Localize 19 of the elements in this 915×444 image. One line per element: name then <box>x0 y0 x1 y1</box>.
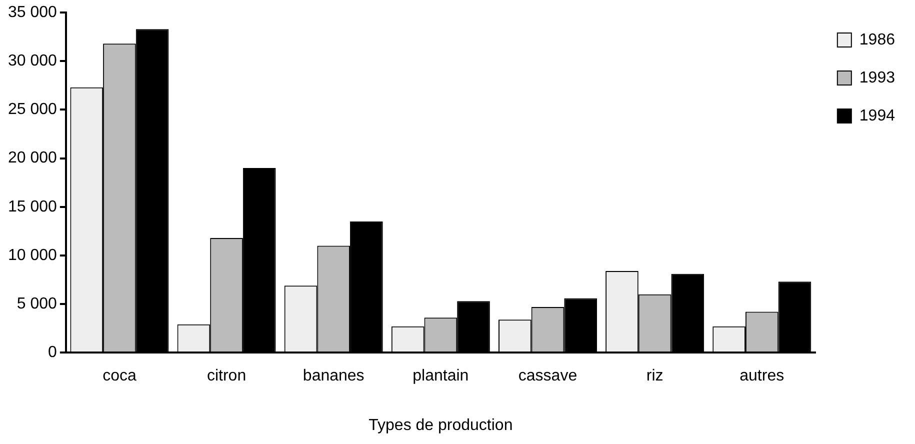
y-tick-label: 20 000 <box>8 150 58 167</box>
x-tick-label: citron <box>206 368 246 385</box>
x-tick-label: plantain <box>412 368 469 385</box>
legend-label: 1993 <box>859 69 896 86</box>
y-tick-label: 10 000 <box>8 246 58 264</box>
y-tick-label: 35 000 <box>8 4 58 22</box>
x-tick-label: autres <box>740 368 784 385</box>
y-tick-label: 30 000 <box>8 52 58 70</box>
y-tick-label: 15 000 <box>8 198 58 216</box>
y-tick-label: 25 000 <box>8 101 58 118</box>
x-tick-label: riz <box>646 368 664 385</box>
y-tick-label: 5 000 <box>16 295 58 312</box>
x-tick-label: coca <box>102 368 136 385</box>
legend-label: 1986 <box>859 31 896 48</box>
x-axis-title: Types de production <box>368 416 513 434</box>
legend-label: 1994 <box>859 107 896 124</box>
x-tick-label: bananes <box>302 368 364 385</box>
y-tick-label: 0 <box>48 344 58 362</box>
x-tick-label: cassave <box>518 368 578 385</box>
